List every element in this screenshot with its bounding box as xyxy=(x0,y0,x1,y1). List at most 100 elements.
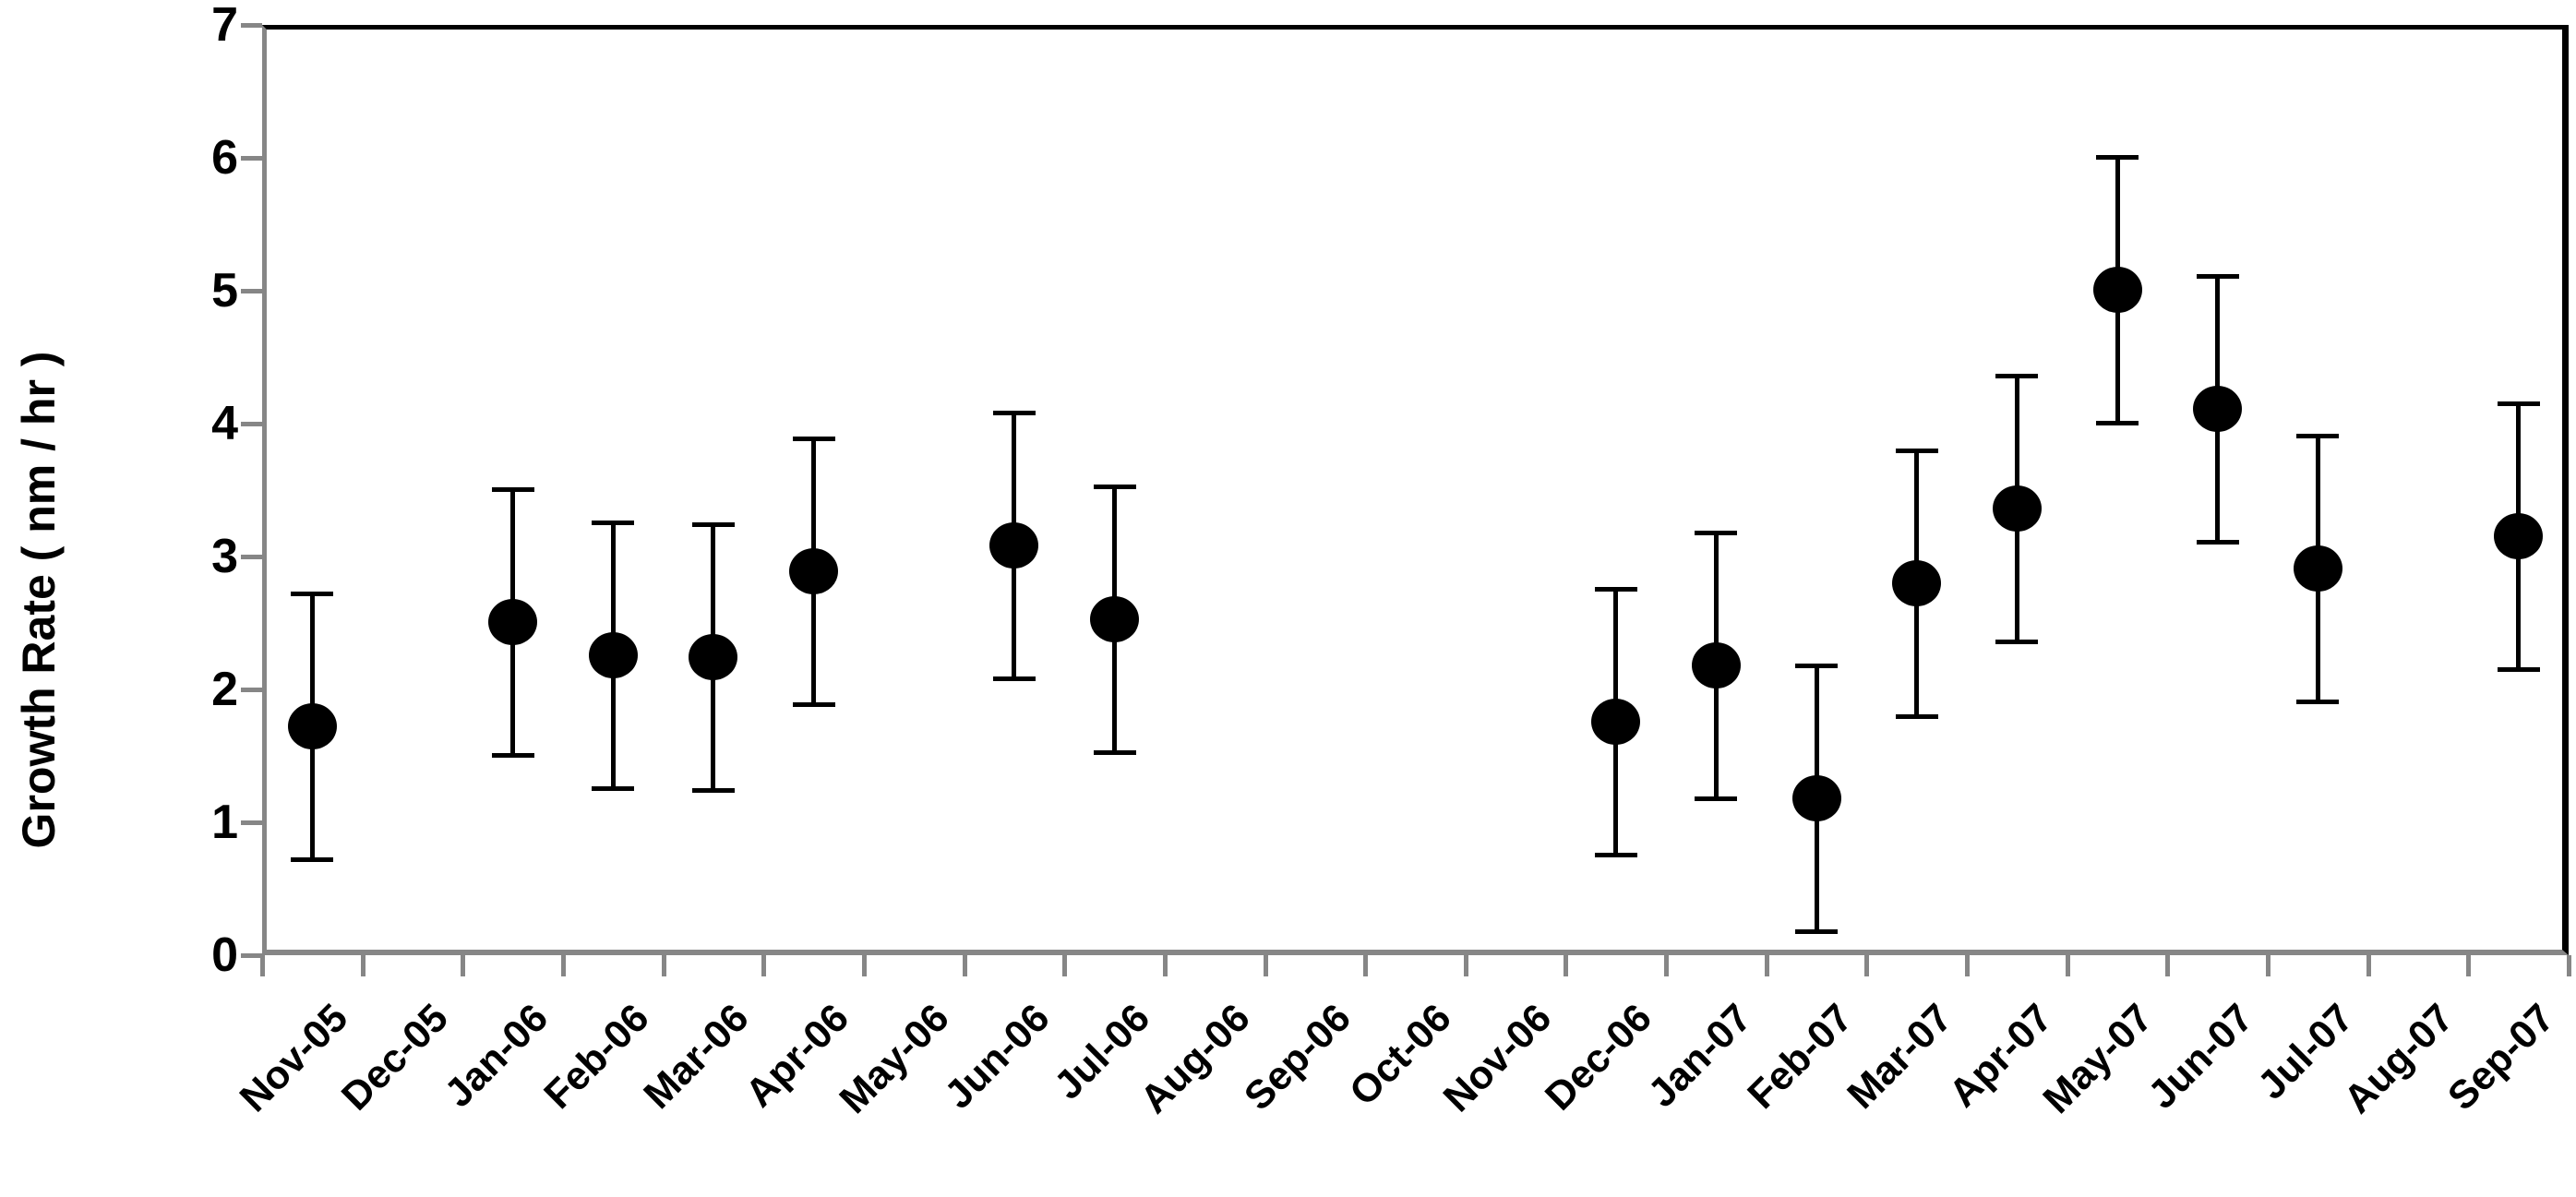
x-tick-mark xyxy=(761,955,767,976)
x-tick-mark xyxy=(1564,955,1569,976)
data-point-marker xyxy=(588,631,638,678)
x-tick-mark xyxy=(861,955,867,976)
error-bar-cap-bottom xyxy=(2096,420,2139,425)
error-bar-cap-bottom xyxy=(691,788,735,794)
x-tick-label: Feb-07 xyxy=(1738,995,1861,1118)
y-tick-mark xyxy=(241,422,262,426)
x-tick-mark xyxy=(1062,955,1068,976)
y-tick-mark xyxy=(241,953,262,958)
data-point-marker xyxy=(1691,642,1741,689)
error-bar-cap-top xyxy=(291,592,334,597)
x-tick-label: Mar-06 xyxy=(635,995,758,1118)
y-tick-label: 7 xyxy=(211,0,238,52)
x-tick-mark xyxy=(260,955,265,976)
y-tick-label: 5 xyxy=(211,264,238,317)
x-tick-label: Sep-06 xyxy=(1236,995,1360,1119)
error-bar-cap-bottom xyxy=(1895,713,1938,719)
error-bar-cap-top xyxy=(792,436,835,441)
error-bar-cap-bottom xyxy=(491,752,534,758)
error-bar-cap-top xyxy=(2497,401,2540,407)
x-tick-mark xyxy=(1363,955,1369,976)
x-tick-label: Dec-05 xyxy=(333,995,457,1119)
x-tick-mark xyxy=(661,955,666,976)
x-tick-label: Nov-06 xyxy=(1434,995,1560,1121)
data-point-marker xyxy=(689,634,738,681)
x-tick-mark xyxy=(360,955,365,976)
x-tick-label: May-06 xyxy=(832,995,959,1122)
data-point-marker xyxy=(789,547,839,594)
error-bar-cap-top xyxy=(2196,274,2239,280)
y-tick-label: 3 xyxy=(211,530,238,583)
x-tick-mark xyxy=(2366,955,2371,976)
data-point-marker xyxy=(1992,485,2042,533)
error-bar-cap-top xyxy=(592,520,635,525)
error-bar-cap-top xyxy=(691,522,735,528)
error-bar-cap-bottom xyxy=(992,676,1036,682)
x-tick-mark xyxy=(560,955,566,976)
x-tick-label: Jun-07 xyxy=(2139,995,2262,1118)
error-bar-cap-top xyxy=(1795,664,1839,669)
error-bar-cap-top xyxy=(992,411,1036,416)
y-axis-title: Growth Rate ( nm / hr ) xyxy=(13,351,65,849)
error-bar-cap-bottom xyxy=(1093,749,1136,755)
x-tick-mark xyxy=(962,955,967,976)
data-point-marker xyxy=(989,522,1039,569)
x-tick-label: Jun-06 xyxy=(936,995,1059,1118)
x-tick-mark xyxy=(2165,955,2171,976)
y-tick-label: 4 xyxy=(211,397,238,450)
x-tick-label: Dec-06 xyxy=(1536,995,1660,1119)
x-tick-label: May-07 xyxy=(2034,995,2162,1122)
y-tick-label: 1 xyxy=(211,796,238,849)
error-bar-cap-top xyxy=(1594,586,1637,592)
x-tick-label: Feb-06 xyxy=(535,995,658,1118)
error-bar-cap-bottom xyxy=(1795,929,1839,935)
data-point-marker xyxy=(2092,266,2142,313)
x-tick-label: Mar-07 xyxy=(1839,995,1961,1118)
data-point-marker xyxy=(2494,513,2544,560)
x-tick-label: Jan-07 xyxy=(1640,995,1761,1117)
x-tick-mark xyxy=(2567,955,2571,976)
x-tick-label: Jan-06 xyxy=(437,995,557,1117)
error-bar-cap-bottom xyxy=(592,785,635,791)
x-tick-label: Aug-07 xyxy=(2335,995,2462,1122)
x-tick-mark xyxy=(1864,955,1870,976)
x-tick-label: Nov-05 xyxy=(231,995,357,1121)
y-tick-mark xyxy=(241,23,262,28)
error-bar-cap-top xyxy=(491,486,534,492)
y-tick-mark xyxy=(241,156,262,161)
y-tick-label: 0 xyxy=(211,928,238,982)
y-tick-mark xyxy=(241,289,262,293)
error-bar-cap-bottom xyxy=(2497,667,2540,673)
error-bar-cap-top xyxy=(1995,374,2039,379)
error-bar-cap-bottom xyxy=(291,857,334,863)
x-tick-mark xyxy=(1764,955,1769,976)
error-bar-cap-top xyxy=(1093,484,1136,489)
y-tick-label: 2 xyxy=(211,663,238,716)
y-tick-label: 6 xyxy=(211,131,238,185)
data-point-marker xyxy=(2293,545,2342,592)
data-point-marker xyxy=(1791,775,1841,822)
error-bar-cap-top xyxy=(2296,433,2340,438)
error-bar-cap-bottom xyxy=(2296,699,2340,704)
x-tick-mark xyxy=(1965,955,1971,976)
data-point-marker xyxy=(1090,595,1140,642)
error-bar-cap-top xyxy=(1895,448,1938,453)
error-bar-cap-bottom xyxy=(1695,796,1738,802)
x-tick-mark xyxy=(1263,955,1268,976)
y-tick-mark xyxy=(241,688,262,692)
error-bar-cap-top xyxy=(2096,154,2139,160)
error-bar-cap-top xyxy=(1695,531,1738,536)
y-tick-mark xyxy=(241,820,262,825)
x-tick-mark xyxy=(461,955,466,976)
x-tick-mark xyxy=(1463,955,1468,976)
data-point-marker xyxy=(2193,386,2243,433)
data-point-marker xyxy=(287,703,337,750)
x-tick-mark xyxy=(1664,955,1670,976)
x-tick-mark xyxy=(2466,955,2472,976)
data-point-marker xyxy=(488,598,538,645)
plot-area xyxy=(262,25,2569,955)
data-point-marker xyxy=(1591,698,1641,745)
error-bar-cap-bottom xyxy=(1594,852,1637,857)
x-tick-mark xyxy=(2065,955,2070,976)
